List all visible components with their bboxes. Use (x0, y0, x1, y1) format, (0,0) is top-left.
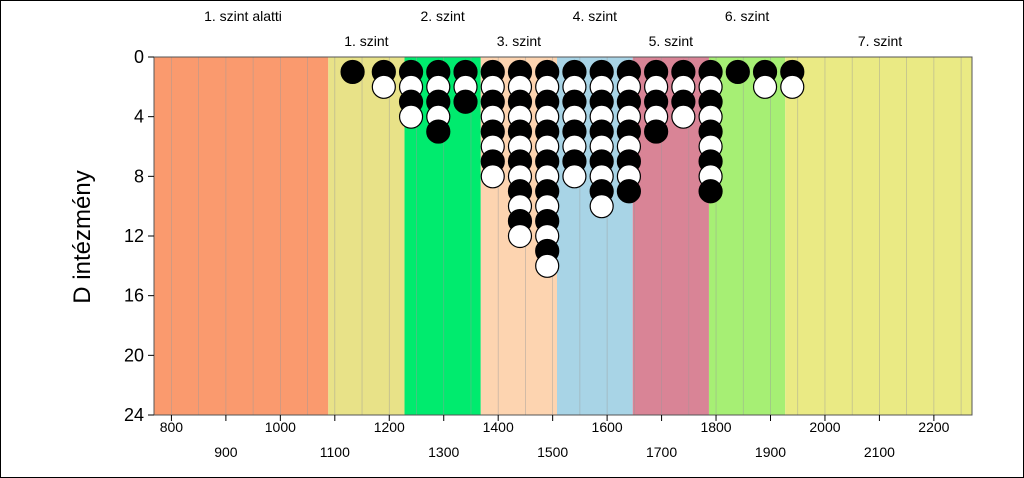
x-tick-label: 1100 (320, 444, 350, 460)
band-2 (328, 57, 405, 415)
x-tick-label: 1600 (592, 419, 623, 435)
data-point (426, 119, 451, 144)
x-tick-label: 1300 (428, 444, 459, 460)
data-point (340, 59, 365, 85)
data-point (671, 104, 696, 129)
data-point (698, 179, 723, 204)
data-point (398, 104, 424, 129)
data-point (589, 194, 614, 219)
band-label: 4. szint (573, 8, 617, 24)
y-tick-label: 0 (134, 47, 144, 67)
x-tick-label: 2200 (918, 419, 949, 435)
band-1 (154, 57, 329, 415)
data-point (507, 223, 533, 249)
data-point (780, 74, 805, 99)
band-label: 2. szint (420, 8, 464, 24)
markers-layer (340, 59, 805, 278)
data-point (752, 74, 778, 99)
band-6 (632, 57, 709, 415)
y-tick-label: 4 (134, 107, 144, 127)
y-tick-label: 16 (124, 286, 144, 306)
band-label: 1. szint (344, 33, 388, 49)
x-tick-label: 2100 (864, 444, 895, 460)
band-labels: 1. szint alatti 1. szint 2. szint 3. szint 4… (204, 8, 902, 49)
data-point (371, 74, 396, 99)
data-point (562, 164, 587, 189)
x-tick-label: 800 (160, 419, 184, 435)
data-point (725, 59, 750, 85)
y-tick-label: 24 (124, 405, 144, 425)
band-label: 5. szint (649, 33, 693, 49)
y-axis-title: D intézmény (69, 170, 96, 303)
x-tick-label: 900 (214, 444, 238, 460)
data-point (616, 179, 641, 204)
y-tick-label: 20 (124, 345, 144, 365)
x-axis: 800 1000 1200 1400 1600 1800 2000 2200 900 1100 13… (160, 415, 950, 460)
band-label: 6. szint (725, 8, 769, 24)
x-tick-label: 1500 (537, 444, 568, 460)
band-label: 1. szint alatti (204, 8, 282, 24)
x-tick-label: 1000 (265, 419, 296, 435)
x-tick-label: 2000 (809, 419, 840, 435)
x-tick-label: 1200 (374, 419, 405, 435)
y-tick-label: 12 (124, 226, 144, 246)
x-tick-label: 1800 (700, 419, 731, 435)
y-tick-label: 8 (134, 166, 144, 186)
data-point (535, 253, 560, 278)
data-point (644, 119, 669, 144)
x-tick-label: 1400 (483, 419, 514, 435)
band-layer (154, 57, 972, 415)
data-point (453, 89, 478, 114)
band-label: 3. szint (497, 33, 541, 49)
band-8 (785, 57, 972, 415)
data-point (480, 164, 505, 189)
x-tick-label: 1700 (646, 444, 677, 460)
band-label: 7. szint (858, 33, 902, 49)
x-tick-label: 1900 (755, 444, 786, 460)
y-axis: 0 4 8 12 16 20 24 (124, 47, 154, 425)
